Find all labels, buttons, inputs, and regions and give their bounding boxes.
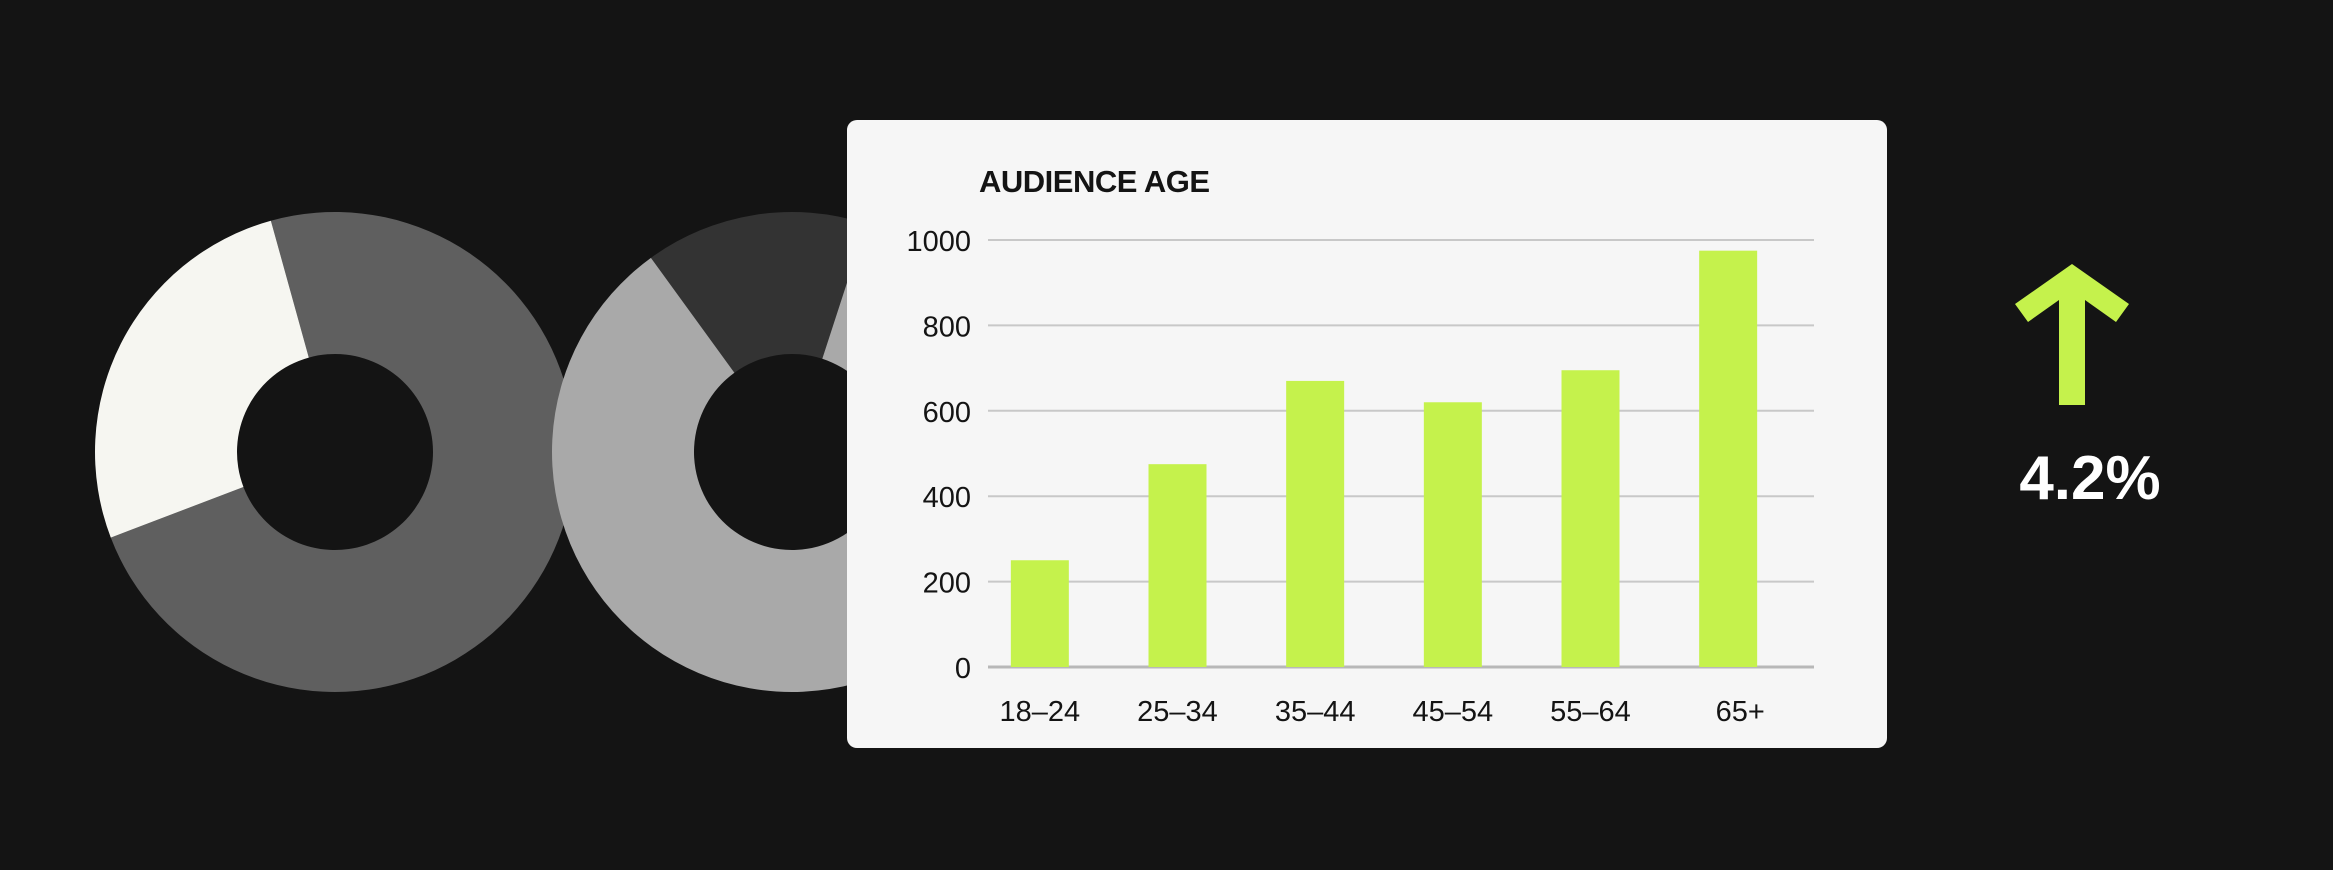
bar-65+ xyxy=(1699,250,1758,668)
x-tick-label: 55–64 xyxy=(1550,696,1631,728)
y-tick-label: 1000 xyxy=(906,226,971,258)
bar-25–34 xyxy=(1148,464,1207,667)
y-tick-label: 200 xyxy=(923,568,971,600)
bar-35–44 xyxy=(1286,380,1345,667)
x-tick-label: 35–44 xyxy=(1275,696,1356,728)
up-arrow-icon xyxy=(2015,264,2129,405)
donut-1-segment-1 xyxy=(110,212,576,693)
y-tick-label: 0 xyxy=(955,653,971,685)
chart-title: AUDIENCE AGE xyxy=(979,164,1210,199)
bar-55–64 xyxy=(1561,370,1620,667)
bar-chart: 0 200 400 600 800 1000 18–24 25–34 35–44 45–54 55–… xyxy=(906,226,1814,728)
bar-45–54 xyxy=(1423,402,1482,667)
donut-1-segment-2 xyxy=(94,220,309,538)
x-tick-label: 25–34 xyxy=(1137,696,1218,728)
y-tick-label: 600 xyxy=(923,397,971,429)
x-tick-label: 45–54 xyxy=(1413,696,1494,728)
trend-value: 4.2% xyxy=(2019,444,2161,513)
donut-2-segment-1 xyxy=(650,211,867,373)
bar-18–24 xyxy=(1010,560,1069,667)
y-tick-label: 400 xyxy=(923,482,971,514)
audience-age-card: 0 200 400 600 800 1000 18–24 25–34 35–44 45–54 55–… xyxy=(847,120,1887,748)
x-tick-label: 65+ xyxy=(1716,696,1765,728)
y-tick-label: 800 xyxy=(923,311,971,343)
trend-indicator: 4.2% xyxy=(1985,255,2195,525)
x-tick-label: 18–24 xyxy=(1000,696,1081,728)
